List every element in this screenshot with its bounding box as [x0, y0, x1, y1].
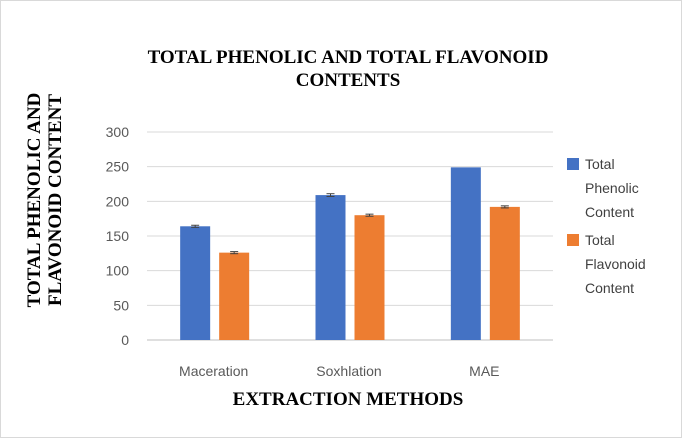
y-axis-title: TOTAL PHENOLIC AND FLAVONOID CONTENT: [24, 93, 66, 308]
chart-title-line-2: CONTENTS: [296, 70, 401, 91]
y-tick-label: 250: [106, 159, 130, 175]
y-axis-ticks: 0 50 100 150 200 250 300: [106, 124, 130, 348]
chart-title-line-1: TOTAL PHENOLIC AND TOTAL FLAVONOID: [148, 47, 549, 68]
bar-phenolic-mae: [450, 167, 481, 340]
y-tick-label: 50: [113, 297, 129, 313]
bar-flavonoid-mae: [489, 206, 520, 340]
bar-flavonoid-maceration: [219, 252, 250, 340]
bar-phenolic-maceration: [180, 226, 211, 340]
x-tick-label: Soxhlation: [316, 363, 381, 379]
legend-label: Total: [585, 232, 615, 248]
bar-phenolic-soxhlation: [315, 195, 346, 340]
legend: Total Phenolic Content Total Flavonoid Conten…: [567, 156, 646, 296]
x-tick-label: Maceration: [179, 363, 248, 379]
y-axis-title-line-2: FLAVONOID CONTENT: [45, 94, 66, 306]
legend-label: Content: [585, 204, 634, 220]
error-bars: [191, 193, 509, 255]
chart-title: TOTAL PHENOLIC AND TOTAL FLAVONOID CONTE…: [148, 47, 549, 91]
legend-label: Flavonoid: [585, 256, 646, 272]
y-tick-label: 200: [106, 193, 130, 209]
x-axis-ticks: Maceration Soxhlation MAE: [179, 363, 499, 379]
x-tick-label: MAE: [469, 363, 499, 379]
bars: [180, 167, 520, 340]
y-tick-label: 300: [106, 124, 130, 140]
legend-swatch: [567, 158, 579, 170]
legend-swatch: [567, 234, 579, 246]
x-axis-title: EXTRACTION METHODS: [233, 389, 464, 410]
bar-flavonoid-soxhlation: [354, 215, 385, 340]
y-axis-title-line-1: TOTAL PHENOLIC AND: [24, 93, 45, 308]
y-tick-label: 100: [106, 263, 130, 279]
gridlines: [147, 131, 553, 341]
legend-label: Content: [585, 280, 634, 296]
y-tick-label: 0: [121, 332, 129, 348]
legend-label: Total: [585, 156, 615, 172]
y-tick-label: 150: [106, 228, 130, 244]
legend-label: Phenolic: [585, 180, 639, 196]
